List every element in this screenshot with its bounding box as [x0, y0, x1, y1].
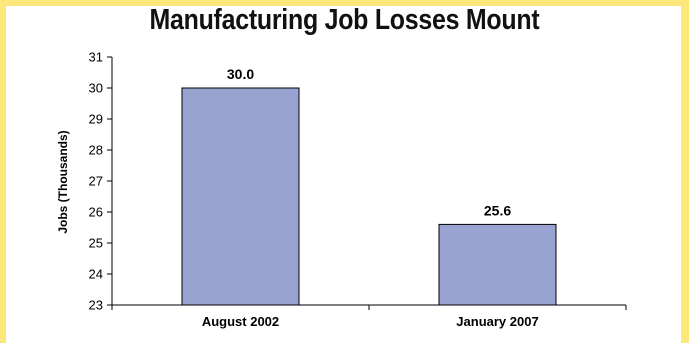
- y-tick-label: 27: [89, 174, 103, 189]
- chart-title: Manufacturing Job Losses Mount: [149, 4, 540, 36]
- y-tick-label: 26: [89, 205, 103, 220]
- y-tick-label: 28: [89, 143, 103, 158]
- data-label: 25.6: [484, 202, 511, 218]
- y-tick-label: 24: [89, 267, 103, 282]
- bar-2: [438, 223, 557, 306]
- x-category-label: August 2002: [202, 314, 279, 329]
- chart-panel: [6, 6, 681, 343]
- bar-1: [181, 87, 300, 306]
- y-axis-label: Jobs (Thousands): [56, 130, 70, 233]
- x-category-label: January 2007: [456, 314, 538, 329]
- y-tick-label: 31: [89, 50, 103, 65]
- data-label: 30.0: [227, 66, 254, 82]
- y-tick-label: 23: [89, 298, 103, 313]
- y-tick-label: 25: [89, 236, 103, 251]
- y-tick-label: 29: [89, 112, 103, 127]
- y-tick-label: 30: [89, 81, 103, 96]
